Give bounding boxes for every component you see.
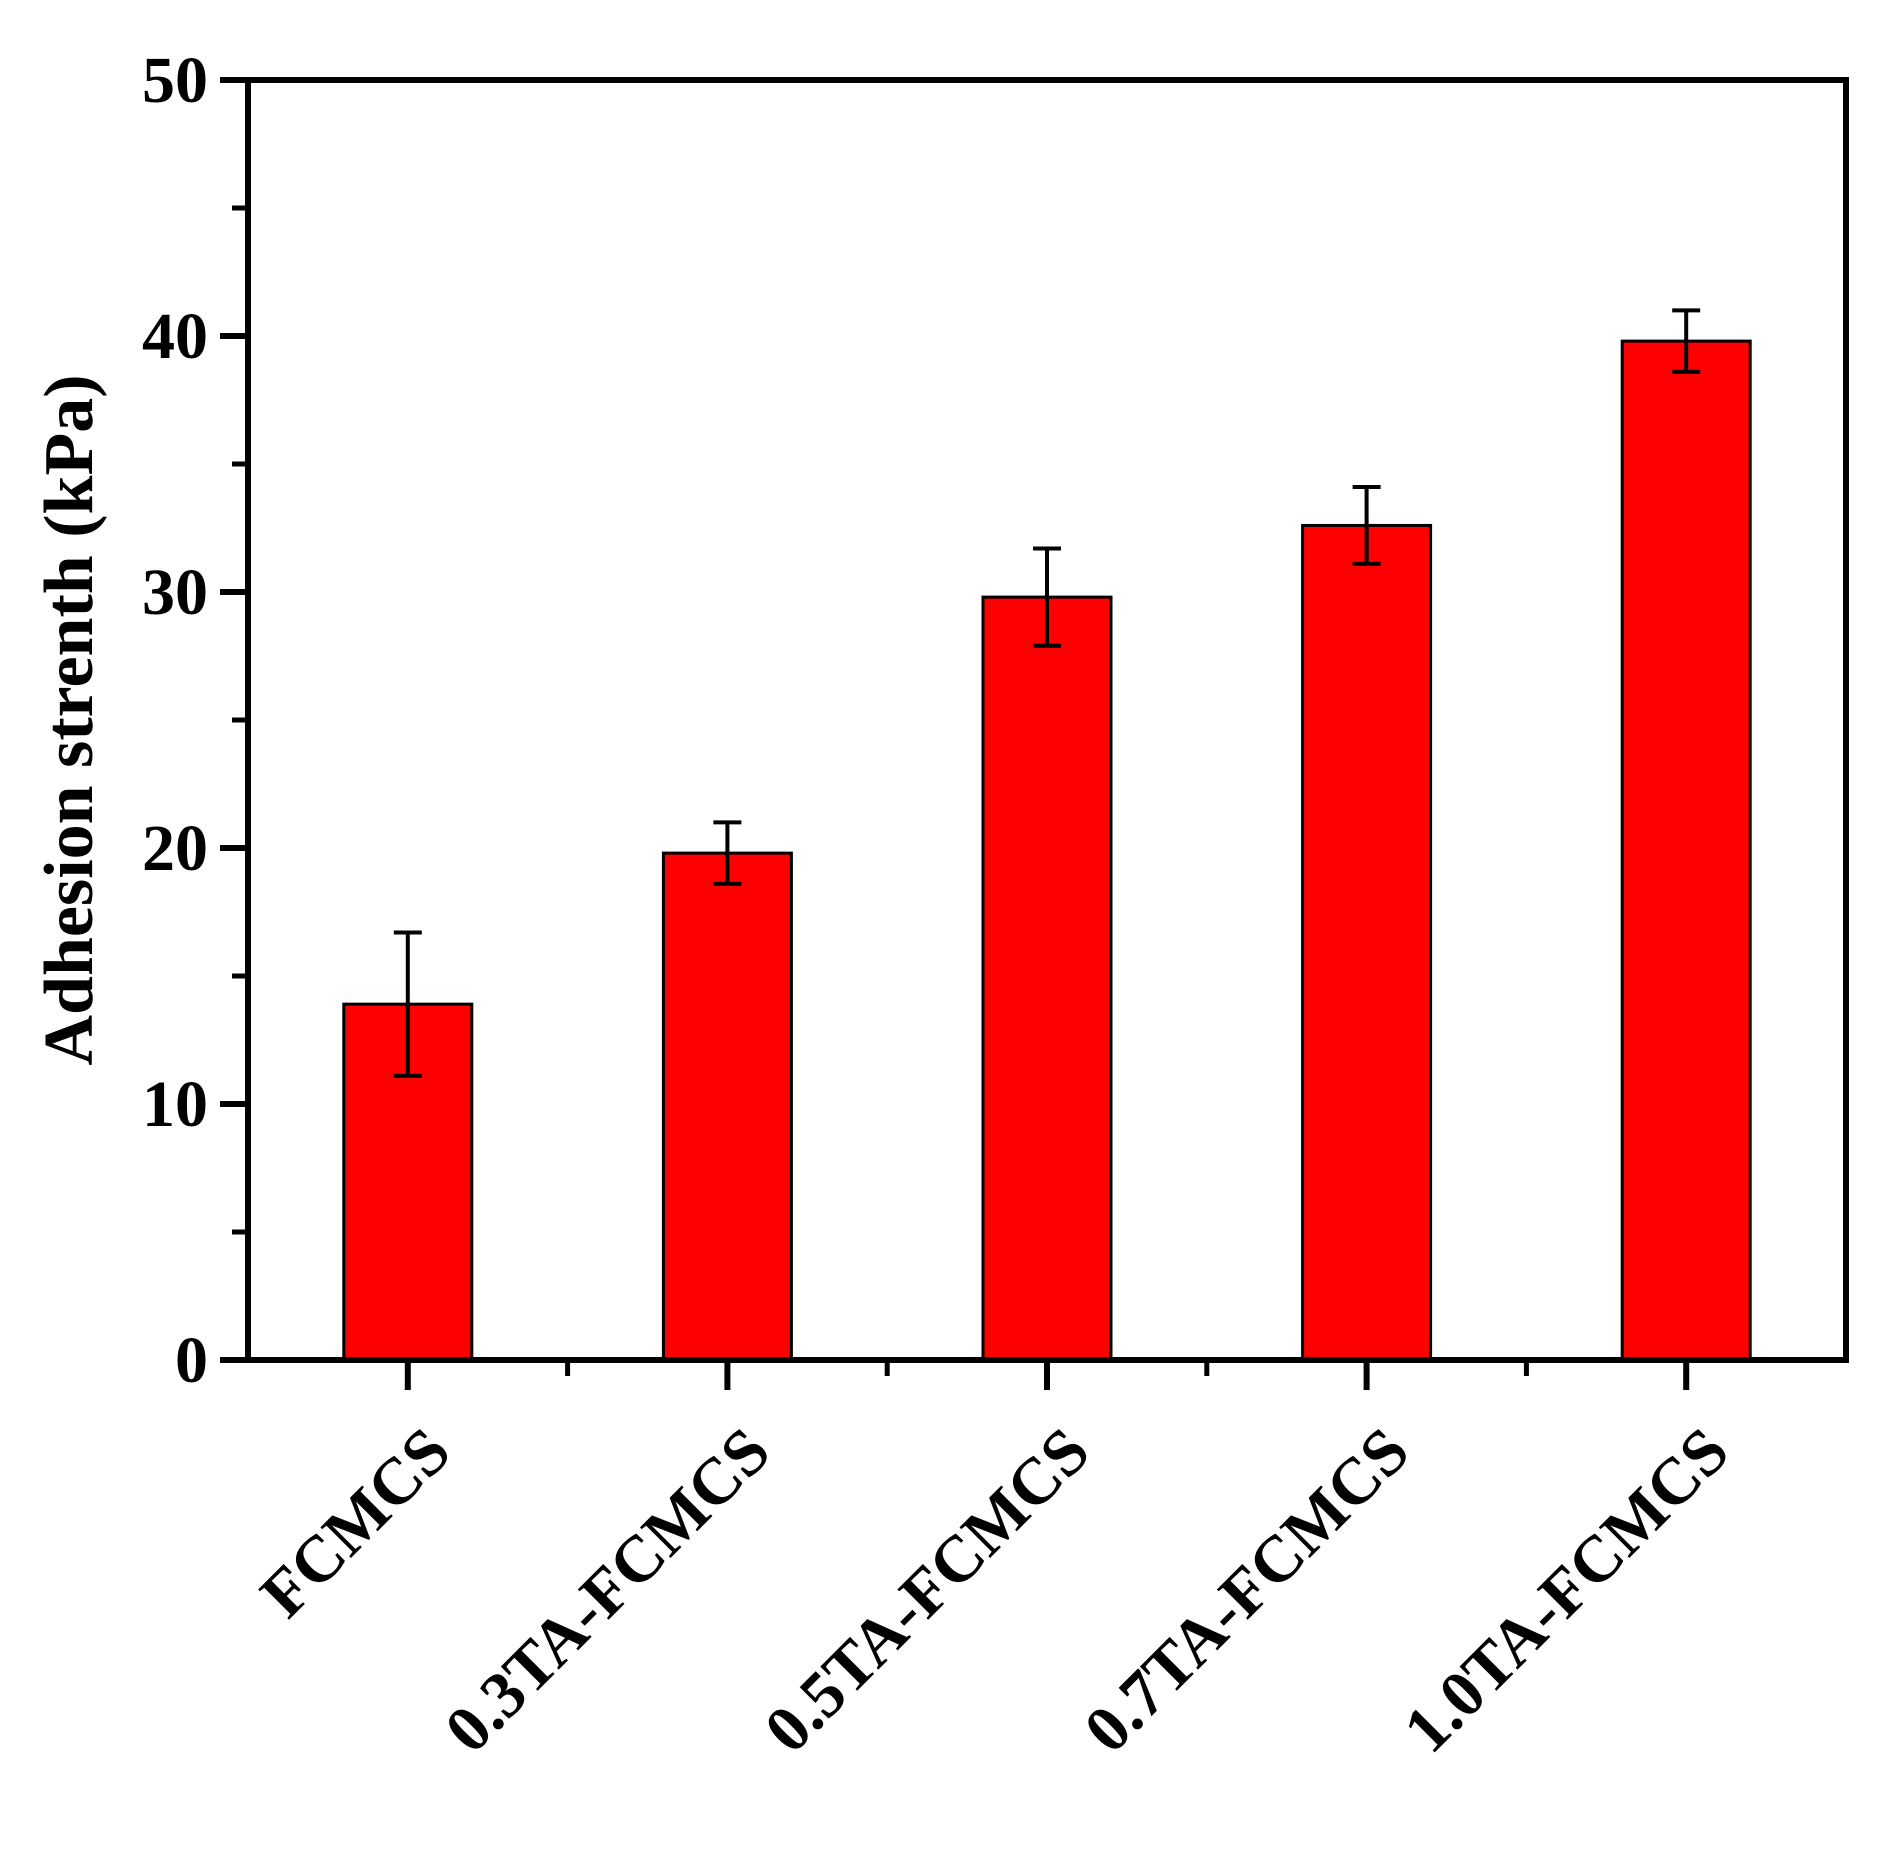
- y-tick-label: 30: [142, 556, 208, 629]
- bars-group: [342, 339, 1752, 1362]
- x-tick-label: FCMCS: [247, 1414, 465, 1632]
- bar-0-5ta-fcmcs: [981, 595, 1113, 1362]
- y-tick-label: 40: [142, 300, 208, 373]
- x-tick-label: 0.5TA-FCMCS: [751, 1414, 1104, 1767]
- bar-0-3ta-fcmcs: [661, 851, 793, 1362]
- bar-1-0ta-fcmcs: [1620, 339, 1752, 1362]
- y-tick-label: 0: [175, 1324, 208, 1397]
- error-bar: [1033, 546, 1061, 648]
- x-tick-label: 0.7TA-FCMCS: [1070, 1414, 1423, 1767]
- y-tick-label: 20: [142, 812, 208, 885]
- x-tick-label: 0.3TA-FCMCS: [431, 1414, 784, 1767]
- error-bar: [1352, 485, 1381, 566]
- error-bar: [1672, 308, 1701, 374]
- error-bar: [713, 820, 742, 886]
- x-tick-label: 1.0TA-FCMCS: [1390, 1414, 1743, 1767]
- y-axis-title: Adhesion strenth (kPa): [31, 374, 108, 1065]
- error-bar: [393, 930, 422, 1078]
- y-tick-label: 10: [142, 1068, 208, 1141]
- bar-0-7ta-fcmcs: [1301, 523, 1433, 1362]
- x-axis-ticks: FCMCS0.3TA-FCMCS0.5TA-FCMCS0.7TA-FCMCS1.…: [247, 1360, 1743, 1767]
- y-tick-label: 50: [142, 44, 208, 117]
- y-axis-ticks: 0 10 20 30 40 50: [142, 44, 248, 1397]
- error-bars-group: [393, 308, 1701, 1078]
